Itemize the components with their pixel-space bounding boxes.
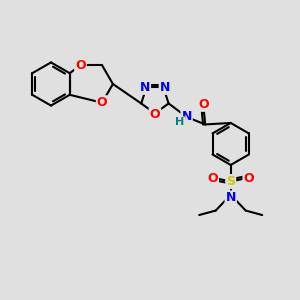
Text: O: O [75,59,86,72]
Text: S: S [226,175,235,188]
Text: N: N [160,81,170,94]
Text: O: O [150,108,160,122]
Text: O: O [243,172,254,185]
Text: N: N [182,110,192,123]
Text: O: O [97,96,107,109]
Text: N: N [140,81,150,94]
Text: H: H [176,117,184,127]
Text: O: O [207,172,218,185]
Text: O: O [198,98,209,111]
Text: N: N [226,191,236,204]
